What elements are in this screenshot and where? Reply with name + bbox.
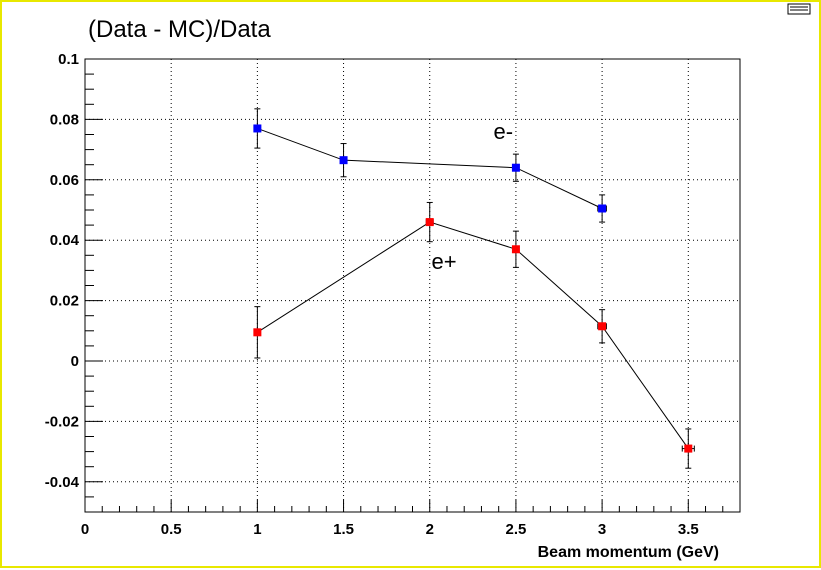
x-tick-label: 3.5 xyxy=(678,521,699,538)
data-point xyxy=(253,328,262,337)
x-tick-label: 0.5 xyxy=(161,521,182,538)
x-tick-label: 0 xyxy=(81,521,89,538)
data-point xyxy=(684,444,693,453)
y-tick-label: 0.06 xyxy=(50,172,79,189)
data-point xyxy=(598,204,607,213)
x-tick-label: 2 xyxy=(426,521,434,538)
annotation-label: e+ xyxy=(431,249,456,274)
label-layer: 0 0.5 1 1.5 2 2.5 3 3.5 -0.04 -0.02 0 0.02 0.04 0.06 0… xyxy=(45,51,699,538)
chart-title: (Data - MC)/Data xyxy=(88,16,271,43)
data-point xyxy=(511,245,520,254)
corner-widget-icon[interactable] xyxy=(787,3,811,15)
data-point xyxy=(511,163,520,172)
data-point xyxy=(339,156,348,165)
data-point xyxy=(253,124,262,133)
x-tick-label: 2.5 xyxy=(505,521,526,538)
grid-layer xyxy=(85,59,740,512)
x-tick-label: 3 xyxy=(598,521,606,538)
y-tick-label: 0.1 xyxy=(58,51,79,68)
series-line xyxy=(257,127,603,209)
series-layer xyxy=(253,108,695,469)
x-tick-label: 1.5 xyxy=(333,521,354,538)
data-point xyxy=(598,322,607,331)
y-tick-label: -0.02 xyxy=(45,413,79,430)
x-axis-title: Beam momentum (GeV) xyxy=(538,544,719,561)
y-tick-label: 0.04 xyxy=(50,232,80,249)
series-0 xyxy=(253,108,607,223)
y-tick-label: 0 xyxy=(71,353,79,370)
tick-layer xyxy=(84,58,741,513)
data-point xyxy=(425,218,434,227)
y-tick-label: -0.04 xyxy=(45,474,80,491)
series-1 xyxy=(253,201,695,469)
y-tick-label: 0.02 xyxy=(50,293,79,310)
y-tick-label: 0.08 xyxy=(50,111,79,128)
series-line xyxy=(257,221,689,449)
x-tick-label: 1 xyxy=(253,521,261,538)
annotation-label: e- xyxy=(494,119,514,144)
plot-frame xyxy=(84,58,741,513)
